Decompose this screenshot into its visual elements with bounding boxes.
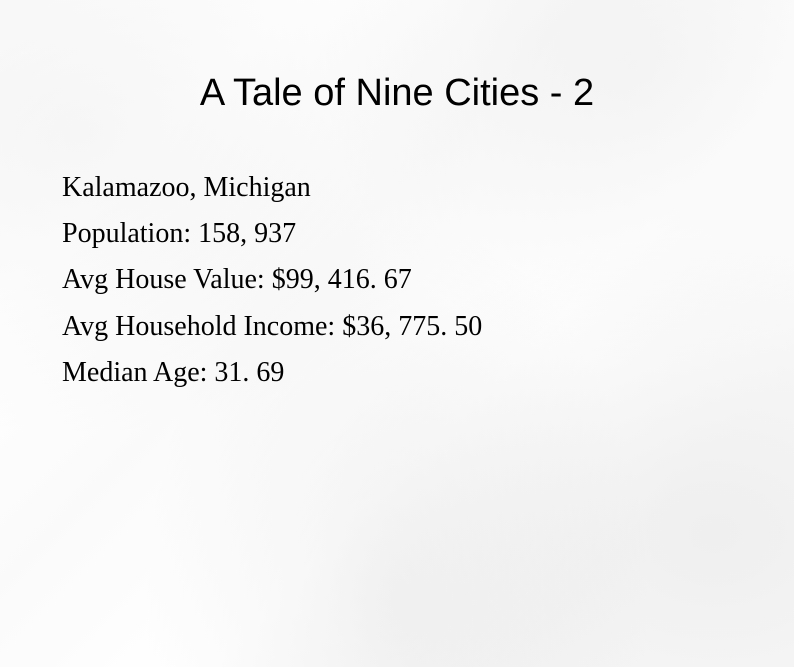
population-line: Population: 158, 937: [62, 211, 794, 257]
slide-content: Kalamazoo, Michigan Population: 158, 937…: [62, 165, 794, 396]
slide: A Tale of Nine Cities - 2 Kalamazoo, Mic…: [0, 72, 794, 667]
median-age-line: Median Age: 31. 69: [62, 350, 794, 396]
slide-title: A Tale of Nine Cities - 2: [0, 72, 794, 115]
city-name: Kalamazoo, Michigan: [62, 165, 794, 211]
house-value-line: Avg House Value: $99, 416. 67: [62, 257, 794, 303]
household-income-line: Avg Household Income: $36, 775. 50: [62, 304, 794, 350]
